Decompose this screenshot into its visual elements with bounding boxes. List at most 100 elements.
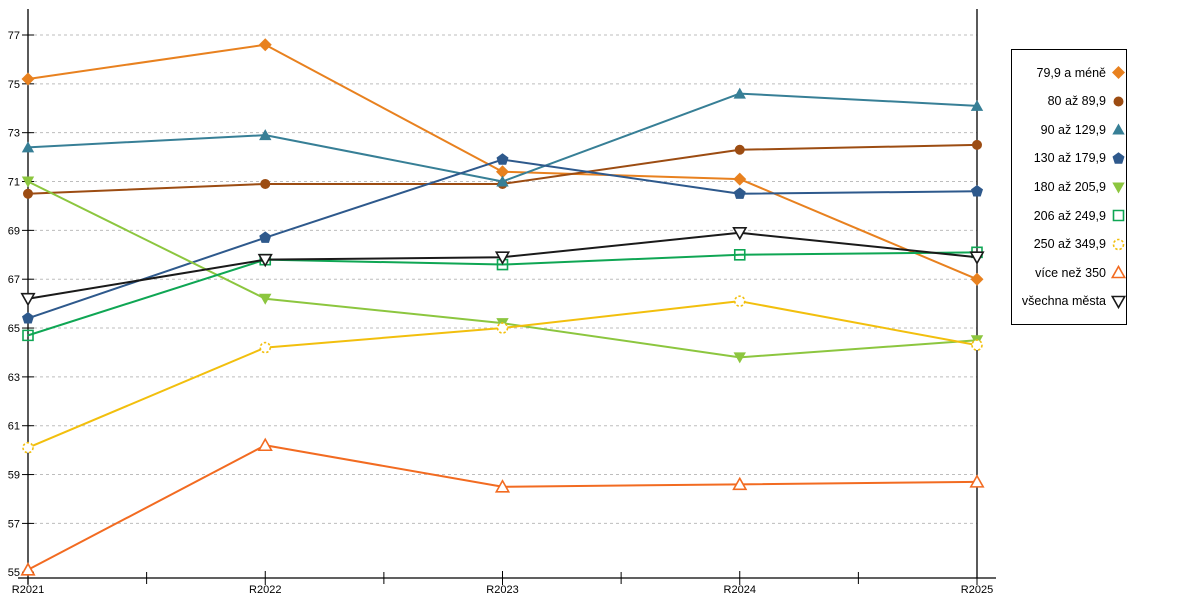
x-axis: R2021 R2022 R2023 R2024 R2025 [12, 571, 996, 596]
circle-marker-icon [496, 322, 509, 334]
legend-label: 250 až 349,9 [1033, 237, 1106, 252]
triangle-up-marker-icon [259, 129, 272, 141]
x-tick-label: R2022 [249, 584, 281, 596]
triangle-down-marker-icon [259, 293, 272, 305]
y-tick-label: 57 [8, 518, 20, 530]
y-tick-label: 77 [8, 30, 20, 42]
y-tick-label: 65 [8, 323, 20, 335]
x-tick-label: R2025 [961, 584, 993, 596]
circle-marker-icon [22, 441, 34, 454]
pentagon-marker-icon [971, 184, 983, 197]
triangle-down-marker-icon [494, 251, 511, 265]
circle-marker-icon [260, 178, 271, 189]
legend-item: více než 350 [1012, 258, 1126, 287]
pentagon-legend-icon [1112, 152, 1125, 164]
y-tick-label: 59 [8, 470, 20, 482]
diamond-marker-icon [1112, 66, 1125, 80]
y-tick-label: 63 [8, 372, 20, 384]
triangle-down-marker-icon [1112, 182, 1125, 193]
y-tick-label: 67 [8, 274, 20, 286]
square-marker-icon [22, 329, 34, 342]
pentagon-marker-icon [22, 311, 34, 324]
triangle-up-legend-icon [1112, 123, 1125, 135]
circle-marker-icon [23, 188, 33, 199]
diamond-marker-icon [496, 165, 509, 179]
legend: 79,9 a méně 80 až 89,9 90 až 129,9 130 až 1… [1011, 49, 1127, 325]
triangle-up-marker-icon [1112, 123, 1125, 135]
x-tick-label: R2023 [486, 584, 518, 596]
legend-item: 90 až 129,9 [1012, 116, 1126, 145]
legend-item: 79,9 a méně [1012, 58, 1126, 87]
triangle-up-marker-icon [21, 141, 35, 153]
diamond-legend-icon [1112, 66, 1125, 80]
y-tick-label: 71 [8, 177, 20, 189]
pentagon-marker-icon [496, 153, 509, 165]
triangle-down-marker-icon [20, 292, 36, 307]
y-tick-label: 69 [8, 225, 20, 237]
circle-legend-icon [1112, 238, 1125, 250]
triangle-down-legend-icon [1111, 295, 1126, 309]
circle-marker-icon [1113, 96, 1124, 107]
series-9 [20, 227, 985, 307]
triangle-up-marker-icon [969, 474, 985, 488]
triangle-up-marker-icon [733, 87, 746, 99]
legend-item: všechna města [1012, 287, 1126, 316]
triangle-up-marker-icon [20, 562, 36, 576]
diamond-marker-icon [733, 172, 747, 186]
circle-marker-icon [1112, 238, 1125, 250]
diamond-marker-icon [258, 38, 272, 52]
gridlines [28, 34, 977, 524]
legend-item: 206 až 249,9 [1012, 201, 1126, 230]
legend-label: všechna města [1021, 294, 1106, 309]
triangle-up-marker-icon [732, 476, 748, 491]
y-axis: 55 57 59 61 63 65 67 69 71 73 75 77 [8, 9, 34, 584]
legend-label: 90 až 129,9 [1040, 122, 1106, 137]
y-tick-label: 75 [8, 79, 20, 91]
x-tick-label: R2021 [12, 584, 44, 596]
y-tick-label: 61 [8, 421, 20, 433]
triangle-up-marker-icon [970, 99, 984, 111]
circle-marker-icon [259, 341, 272, 354]
square-legend-icon [1112, 209, 1125, 222]
circle-marker-icon [972, 139, 982, 150]
circle-marker-icon [733, 295, 746, 307]
triangle-down-marker-icon [1111, 295, 1126, 309]
legend-label: více než 350 [1035, 265, 1106, 280]
triangle-up-marker-icon [494, 479, 511, 493]
y-tick-label: 55 [8, 567, 20, 579]
circle-legend-icon [1113, 96, 1124, 107]
legend-label: 79,9 a méně [1036, 65, 1107, 80]
pentagon-marker-icon [1112, 152, 1125, 164]
circle-marker-icon [971, 339, 983, 351]
x-tick-label: R2024 [724, 584, 756, 596]
triangle-up-marker-icon [257, 437, 273, 452]
legend-label: 130 až 179,9 [1033, 151, 1106, 166]
triangle-up-legend-icon [1111, 265, 1126, 279]
series-8 [20, 437, 985, 576]
diamond-marker-icon [21, 72, 35, 86]
triangle-down-marker-icon [733, 352, 746, 364]
triangle-down-marker-icon [732, 227, 748, 241]
series-3 [21, 87, 984, 187]
legend-label: 180 až 205,9 [1033, 180, 1106, 194]
legend-label: 80 až 89,9 [1047, 94, 1106, 109]
legend-label: 206 až 249,9 [1033, 208, 1106, 223]
square-marker-icon [1112, 209, 1125, 222]
triangle-down-marker-icon [257, 253, 273, 268]
pentagon-marker-icon [733, 187, 746, 199]
triangle-down-legend-icon [1112, 182, 1125, 193]
legend-item: 250 až 349,9 [1012, 230, 1126, 259]
series-1 [21, 38, 984, 286]
square-marker-icon [733, 248, 746, 261]
circle-marker-icon [734, 144, 745, 155]
y-tick-label: 73 [8, 128, 20, 140]
legend-item: 80 až 89,9 [1012, 87, 1126, 116]
triangle-down-marker-icon [21, 176, 35, 188]
pentagon-marker-icon [259, 231, 272, 243]
diamond-marker-icon [970, 272, 984, 286]
legend-item: 130 až 179,9 [1012, 144, 1126, 173]
legend-item: 180 až 205,9 [1012, 173, 1126, 202]
triangle-down-marker-icon [969, 251, 985, 265]
